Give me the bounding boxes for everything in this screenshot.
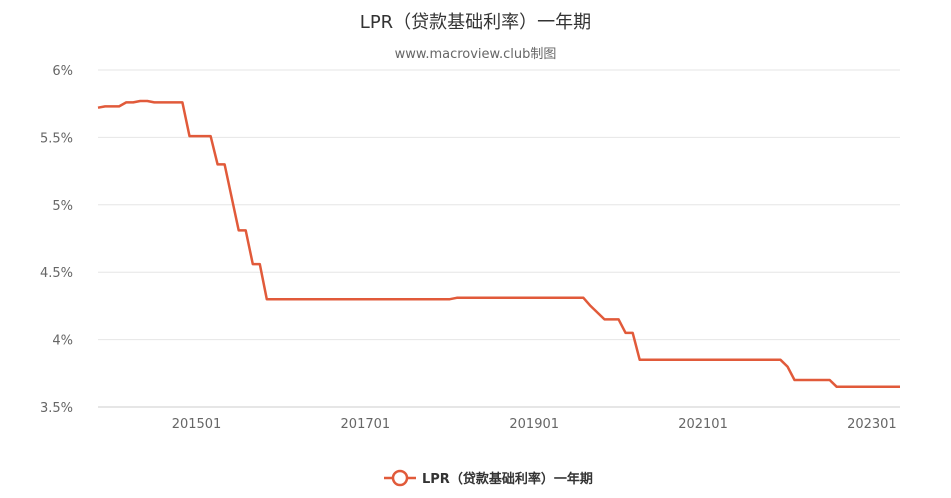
- y-tick-label: 6%: [52, 64, 73, 79]
- y-tick-label: 4.5%: [40, 266, 73, 281]
- legend-marker-icon: [391, 469, 409, 487]
- x-tick-label: 202301: [847, 417, 897, 432]
- x-tick-label: 202101: [678, 417, 728, 432]
- y-tick-label: 3.5%: [40, 401, 73, 416]
- y-tick-label: 4%: [52, 334, 73, 349]
- x-tick-label: 201901: [509, 417, 559, 432]
- legend-label: LPR（贷款基础利率）一年期: [422, 471, 593, 487]
- legend[interactable]: LPR（贷款基础利率）一年期: [384, 469, 593, 487]
- y-axis-ticks: 6% 5.5% 5% 4.5% 4% 3.5%: [40, 64, 73, 416]
- x-tick-label: 201701: [341, 417, 391, 432]
- x-tick-label: 201501: [172, 417, 222, 432]
- y-tick-label: 5%: [52, 199, 73, 214]
- chart-subtitle: www.macroview.club制图: [394, 47, 557, 62]
- x-axis-ticks: 201501 201701 201901 202101 202301: [172, 417, 897, 432]
- grid-lines: [98, 69, 900, 341]
- chart-title: LPR（贷款基础利率）一年期: [359, 12, 592, 33]
- series-line: [97, 99, 900, 389]
- y-tick-label: 5.5%: [40, 131, 73, 146]
